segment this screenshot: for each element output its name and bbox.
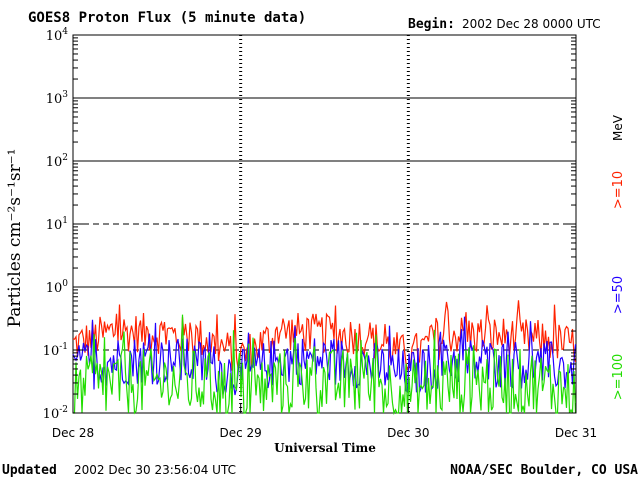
legend-ge10: >=10: [611, 171, 626, 209]
y-tick-label: 101: [46, 216, 68, 233]
updated-label: Updated: [2, 463, 57, 478]
credit: NOAA/SEC Boulder, CO USA: [450, 463, 638, 478]
axis-layer: 104 103 102 101 100 10-1 10-2 Dec 28 Dec 29 Dec 3…: [43, 27, 597, 440]
chart-title: GOES8 Proton Flux (5 minute data): [28, 10, 306, 26]
legend-ge50: >=50: [611, 276, 626, 314]
series-line-2: [73, 314, 577, 416]
begin-value: 2002 Dec 28 0000 UTC: [462, 17, 601, 31]
y-tick-label: 104: [46, 27, 69, 44]
x-tick-label: Dec 31: [555, 426, 597, 440]
x-tick-label: Dec 29: [220, 426, 262, 440]
x-tick-label: Dec 30: [387, 426, 429, 440]
legend-unit: MeV: [611, 114, 625, 141]
y-tick-label: 10-2: [43, 405, 68, 422]
y-axis-title: Particles cm⁻²s⁻¹sr⁻¹: [5, 149, 25, 328]
x-tick-label: Dec 28: [52, 426, 94, 440]
y-tick-label: 103: [46, 90, 69, 107]
legend-ge100: >=100: [611, 354, 626, 401]
updated-value: 2002 Dec 30 23:56:04 UTC: [74, 463, 236, 477]
series-layer: [72, 300, 577, 416]
x-axis-title: Universal Time: [274, 441, 376, 455]
y-tick-label: 10-1: [43, 342, 68, 359]
series-line-1: [72, 316, 577, 396]
y-tick-label: 102: [46, 153, 68, 170]
y-tick-label: 100: [46, 279, 69, 296]
begin-label: Begin:: [408, 17, 455, 32]
